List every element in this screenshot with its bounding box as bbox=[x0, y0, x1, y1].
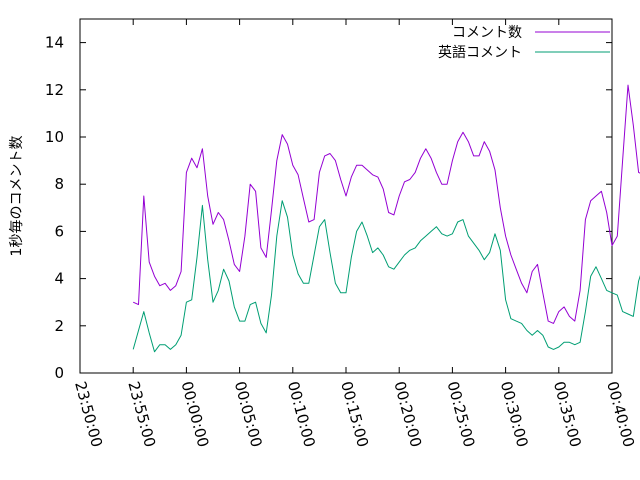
y-tick-label: 14 bbox=[45, 34, 64, 52]
series-line-1 bbox=[132, 84, 640, 324]
y-tick-label: 0 bbox=[54, 364, 64, 382]
y-axis-label: 1秒毎のコメント数 bbox=[9, 136, 25, 257]
legend-label-2: 英語コメント bbox=[438, 44, 522, 61]
y-tick-label: 6 bbox=[54, 222, 64, 240]
y-tick-label: 8 bbox=[54, 175, 64, 193]
series-layer bbox=[132, 84, 640, 353]
y-axis: 0 2 4 6 8 10 12 14 bbox=[45, 34, 612, 382]
y-tick-label: 12 bbox=[45, 81, 64, 99]
series-line-2 bbox=[132, 200, 640, 353]
y-tick-label: 10 bbox=[45, 128, 64, 146]
y-tick-label: 2 bbox=[54, 317, 64, 335]
y-tick-label: 4 bbox=[54, 270, 64, 288]
legend-label-1: コメント数 bbox=[452, 25, 522, 41]
